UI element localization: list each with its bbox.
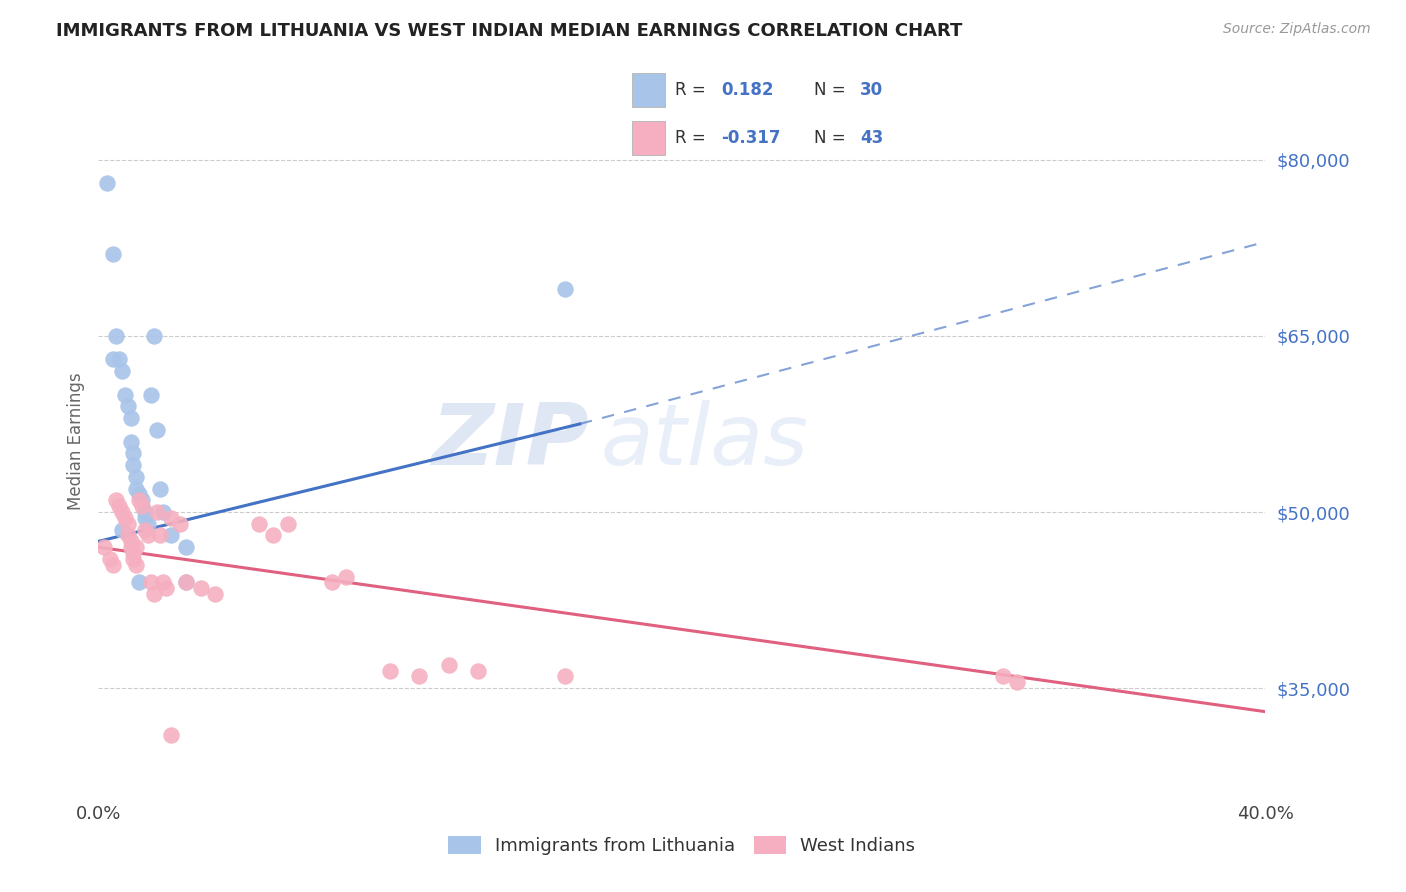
Point xyxy=(152,505,174,519)
Point xyxy=(114,387,136,401)
Point xyxy=(134,505,156,519)
Point xyxy=(408,669,430,683)
Point xyxy=(149,528,172,542)
Point xyxy=(117,528,139,542)
Point xyxy=(204,587,226,601)
Point xyxy=(134,511,156,525)
Point xyxy=(169,516,191,531)
Text: IMMIGRANTS FROM LITHUANIA VS WEST INDIAN MEDIAN EARNINGS CORRELATION CHART: IMMIGRANTS FROM LITHUANIA VS WEST INDIAN… xyxy=(56,22,963,40)
Point xyxy=(111,364,134,378)
Point xyxy=(149,482,172,496)
Point xyxy=(1007,675,1029,690)
Text: atlas: atlas xyxy=(600,400,808,483)
Point xyxy=(122,546,145,560)
Text: ZIP: ZIP xyxy=(430,400,589,483)
Point xyxy=(120,534,142,549)
Point xyxy=(467,664,489,678)
Point xyxy=(101,558,124,572)
Text: 30: 30 xyxy=(860,80,883,99)
Point xyxy=(120,434,142,449)
Point xyxy=(98,552,121,566)
Point xyxy=(120,540,142,554)
Point xyxy=(160,511,183,525)
Point xyxy=(136,528,159,542)
Point xyxy=(152,575,174,590)
Point xyxy=(554,282,576,296)
Point xyxy=(117,516,139,531)
Point xyxy=(101,352,124,367)
Point xyxy=(128,575,150,590)
Text: R =: R = xyxy=(675,80,706,99)
Point xyxy=(122,446,145,460)
Text: R =: R = xyxy=(675,128,706,147)
Text: -0.317: -0.317 xyxy=(721,128,780,147)
Point xyxy=(277,516,299,531)
Point xyxy=(139,575,162,590)
Point xyxy=(146,423,169,437)
Text: N =: N = xyxy=(814,128,845,147)
Point xyxy=(174,575,197,590)
Legend: Immigrants from Lithuania, West Indians: Immigrants from Lithuania, West Indians xyxy=(441,829,922,863)
Y-axis label: Median Earnings: Median Earnings xyxy=(66,373,84,510)
Point xyxy=(111,505,134,519)
Point xyxy=(190,582,212,596)
Point xyxy=(108,499,131,513)
Point xyxy=(96,176,118,190)
Point xyxy=(991,669,1014,683)
Point xyxy=(174,540,197,554)
Point xyxy=(101,246,124,260)
Bar xyxy=(633,73,665,106)
Point xyxy=(136,516,159,531)
Point xyxy=(111,523,134,537)
Point xyxy=(335,569,357,583)
Point xyxy=(146,505,169,519)
Point xyxy=(437,657,460,672)
Point xyxy=(321,575,343,590)
Point xyxy=(125,469,148,483)
Point xyxy=(128,493,150,508)
Point xyxy=(125,540,148,554)
Point xyxy=(155,582,177,596)
Point xyxy=(247,516,270,531)
Point xyxy=(554,669,576,683)
Point xyxy=(139,387,162,401)
Point xyxy=(125,558,148,572)
Point xyxy=(93,540,115,554)
Point xyxy=(262,528,284,542)
Point xyxy=(131,493,153,508)
Point xyxy=(131,499,153,513)
Point xyxy=(125,482,148,496)
Text: 0.182: 0.182 xyxy=(721,80,773,99)
Point xyxy=(117,399,139,413)
Point xyxy=(122,552,145,566)
Point xyxy=(122,458,145,472)
Point xyxy=(174,575,197,590)
Point xyxy=(380,664,402,678)
Point xyxy=(160,528,183,542)
Text: N =: N = xyxy=(814,80,845,99)
Point xyxy=(142,328,165,343)
Text: 43: 43 xyxy=(860,128,883,147)
Point xyxy=(128,487,150,501)
Text: Source: ZipAtlas.com: Source: ZipAtlas.com xyxy=(1223,22,1371,37)
Bar xyxy=(633,121,665,155)
Point xyxy=(104,328,127,343)
Point xyxy=(134,523,156,537)
Point xyxy=(120,411,142,425)
Point xyxy=(160,728,183,742)
Point xyxy=(104,493,127,508)
Point xyxy=(114,511,136,525)
Point xyxy=(108,352,131,367)
Point xyxy=(142,587,165,601)
